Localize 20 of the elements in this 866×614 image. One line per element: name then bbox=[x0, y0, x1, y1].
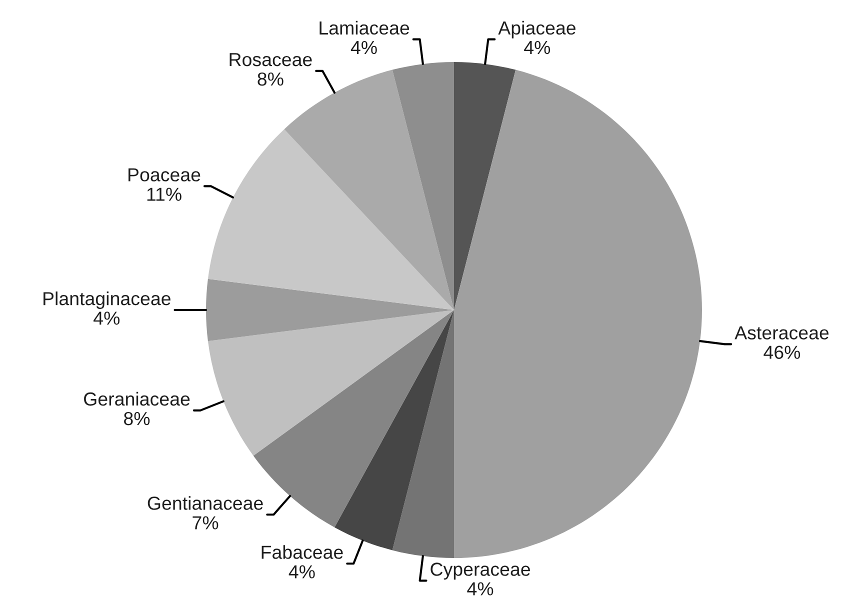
data-label: 4% bbox=[467, 582, 494, 596]
data-label: 4% bbox=[288, 565, 315, 578]
slice-label: Apiaceae bbox=[498, 20, 576, 38]
data-label: 4% bbox=[350, 40, 377, 54]
slice-label: Rosaceae bbox=[230, 53, 312, 66]
slice-label: Fabaceae bbox=[262, 545, 343, 559]
slice-label: Geraniaceae bbox=[84, 392, 190, 406]
slice-label: Lamiaceae bbox=[320, 20, 410, 35]
data-label: 8% bbox=[124, 412, 150, 426]
slice-label: Cyperaceae bbox=[430, 562, 530, 580]
slice-label: Plantaginaceae bbox=[44, 292, 170, 309]
data-label: 4% bbox=[94, 312, 120, 325]
data-label: 8% bbox=[258, 72, 284, 86]
data-label: 4% bbox=[524, 40, 550, 54]
data-label: 11% bbox=[147, 188, 182, 201]
slice-label: Asteraceae bbox=[734, 326, 829, 340]
slice-label: Gentianaceae bbox=[148, 496, 263, 510]
data-label: 7% bbox=[192, 516, 218, 530]
data-label: 46% bbox=[764, 346, 800, 359]
slice-label: Poaceae bbox=[128, 168, 200, 182]
